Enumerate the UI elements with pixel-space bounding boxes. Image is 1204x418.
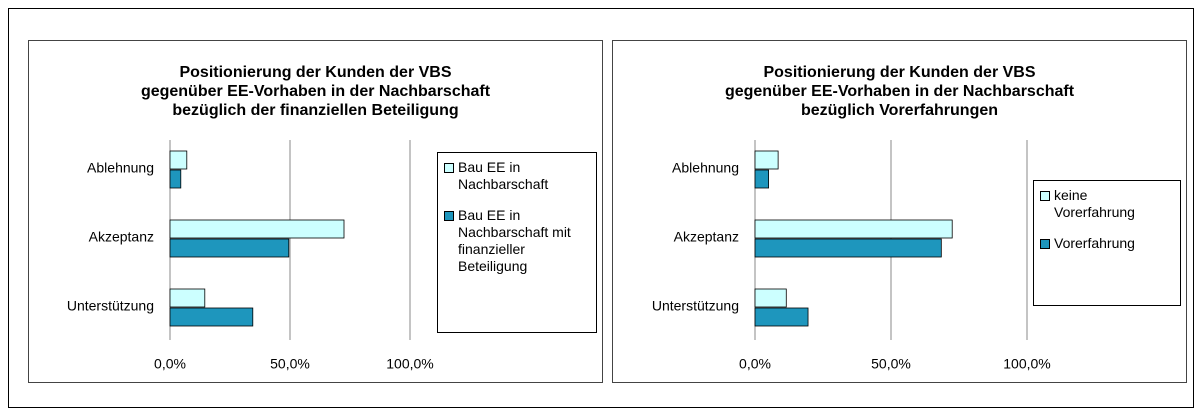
bar: [754, 288, 787, 308]
bar: [169, 288, 206, 308]
x-tick-label: 100,0%: [1003, 356, 1050, 372]
y-tick-label: Unterstützung: [67, 298, 154, 314]
legend-entry: Vorerfahrung: [1040, 235, 1176, 252]
legend: keine Vorerfahrung Vorerfahrung: [1033, 180, 1181, 306]
y-tick-label: Ablehnung: [87, 160, 154, 176]
y-tick-label: Unterstützung: [652, 298, 739, 314]
chart-title: Positionierung der Kunden der VBS gegenü…: [724, 64, 1075, 119]
y-tick-label: Ablehnung: [672, 160, 739, 176]
legend-label: Vorerfahrung: [1054, 235, 1135, 251]
x-tick-label: 50,0%: [270, 356, 310, 372]
x-tick-label: 0,0%: [739, 356, 771, 372]
legend-swatch: [1040, 191, 1050, 201]
legend-swatch: [444, 163, 454, 173]
bar: [169, 307, 254, 327]
legend-entry: keine Vorerfahrung: [1040, 187, 1176, 221]
legend-entry: Bau EE in Nachbarschaft: [444, 159, 592, 193]
bar: [754, 219, 953, 239]
chart-title: Positionierung der Kunden der VBS gegenü…: [140, 64, 491, 119]
bar: [754, 169, 770, 189]
y-tick-label: Akzeptanz: [674, 229, 739, 245]
x-tick-label: 50,0%: [871, 356, 911, 372]
x-tick-label: 100,0%: [386, 356, 433, 372]
legend: Bau EE in Nachbarschaft Bau EE in Nachbar…: [437, 152, 597, 333]
screenshot: [8, 8, 1194, 408]
legend-label: Bau EE in Nachbarschaft: [458, 159, 549, 192]
bar: [169, 150, 188, 170]
bar: [169, 238, 290, 258]
bar: [754, 307, 809, 327]
legend-swatch: [444, 211, 454, 221]
x-tick-label: 0,0%: [154, 356, 186, 372]
bar: [169, 169, 182, 189]
legend-swatch: [1040, 239, 1050, 249]
bar: [169, 219, 345, 239]
bar: [754, 150, 779, 170]
legend-label: Bau EE in Nachbarschaft mit finanzieller…: [458, 207, 571, 274]
bar: [754, 238, 942, 258]
y-tick-label: Akzeptanz: [89, 229, 154, 245]
chart-frame: Positionierung der Kunden der VBS gegenü…: [612, 40, 1187, 383]
legend-entry: Bau EE in Nachbarschaft mit finanzieller…: [444, 207, 592, 275]
legend-label: keine Vorerfahrung: [1054, 187, 1135, 220]
chart-frame: Positionierung der Kunden der VBS gegenü…: [28, 40, 603, 383]
